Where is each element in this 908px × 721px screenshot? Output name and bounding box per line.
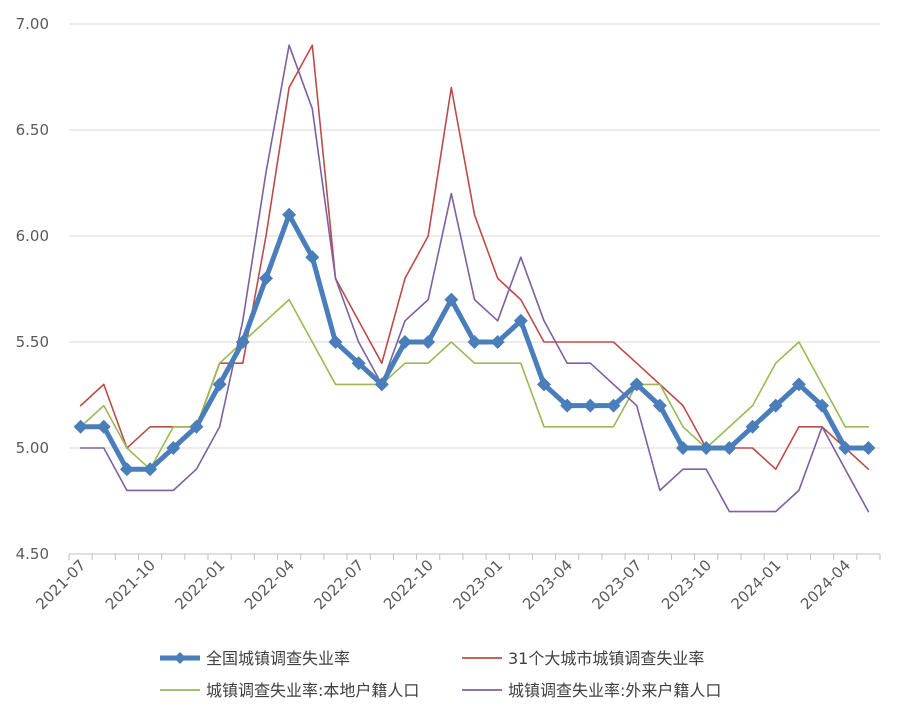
- x-tick-label: 2021-10: [102, 556, 159, 613]
- data-point-marker: [676, 441, 691, 455]
- data-point-marker: [861, 441, 876, 455]
- y-tick-label: 6.50: [16, 121, 49, 139]
- data-point-marker: [583, 398, 598, 413]
- data-point-marker: [328, 335, 343, 349]
- series-line-3: [79, 44, 870, 513]
- x-tick-label: 2021-07: [32, 556, 89, 613]
- data-point-marker: [768, 398, 783, 413]
- x-tick-label: 2023-04: [519, 556, 576, 613]
- gridlines: [69, 23, 880, 449]
- series-line-2: [79, 298, 870, 471]
- data-point-marker: [513, 313, 528, 328]
- x-tick-label: 2024-04: [797, 556, 854, 613]
- y-tick-label: 4.50: [16, 545, 49, 563]
- x-tick-label: 2023-01: [449, 556, 506, 613]
- data-point-marker: [444, 292, 459, 307]
- data-point-marker: [791, 377, 806, 392]
- y-tick-label: 6.00: [16, 227, 49, 245]
- legend-label: 城镇调查失业率:本地户籍人口: [206, 681, 419, 700]
- data-point-marker: [258, 271, 273, 286]
- data-point-marker: [629, 377, 644, 392]
- data-point-marker: [73, 419, 88, 434]
- y-tick-label: 5.00: [16, 439, 49, 457]
- data-point-marker: [189, 419, 204, 434]
- data-point-marker: [166, 441, 181, 455]
- data-point-marker: [351, 356, 366, 371]
- data-point-marker: [282, 207, 297, 222]
- x-tick-label: 2022-07: [310, 556, 367, 613]
- data-point-marker: [745, 419, 760, 434]
- x-tick-label: 2022-10: [380, 556, 437, 613]
- data-point-marker: [722, 441, 737, 455]
- data-point-marker: [537, 377, 552, 392]
- data-point-marker: [467, 335, 482, 349]
- series-line-1: [79, 44, 870, 471]
- data-point-marker: [652, 398, 667, 413]
- data-point-marker: [374, 377, 389, 392]
- data-point-marker: [699, 441, 714, 455]
- y-tick-label: 5.50: [16, 333, 49, 351]
- x-tick-label: 2024-01: [728, 556, 785, 613]
- data-point-marker: [235, 335, 250, 349]
- data-point-marker: [815, 398, 830, 413]
- data-point-marker: [397, 335, 412, 349]
- series-lines: [73, 44, 876, 513]
- x-tick-label: 2022-01: [171, 556, 228, 613]
- legend-marker: [174, 652, 186, 664]
- data-point-marker: [143, 462, 158, 477]
- data-point-marker: [606, 398, 621, 413]
- data-point-marker: [119, 462, 134, 477]
- data-point-marker: [305, 250, 320, 265]
- x-tick-label: 2023-07: [588, 556, 645, 613]
- data-point-marker: [490, 335, 505, 349]
- data-point-marker: [421, 335, 436, 349]
- x-tick-label: 2022-04: [241, 556, 298, 613]
- data-point-marker: [560, 398, 575, 413]
- y-tick-label: 7.00: [16, 15, 49, 33]
- legend-label: 31个大城市城镇调查失业率: [508, 649, 704, 668]
- x-tick-label: 2023-10: [658, 556, 715, 613]
- data-point-marker: [212, 377, 227, 392]
- legend-label: 全国城镇调查失业率: [206, 649, 350, 668]
- legend-label: 城镇调查失业率:外来户籍人口: [508, 681, 721, 700]
- data-point-marker: [838, 441, 853, 455]
- data-point-marker: [96, 419, 111, 434]
